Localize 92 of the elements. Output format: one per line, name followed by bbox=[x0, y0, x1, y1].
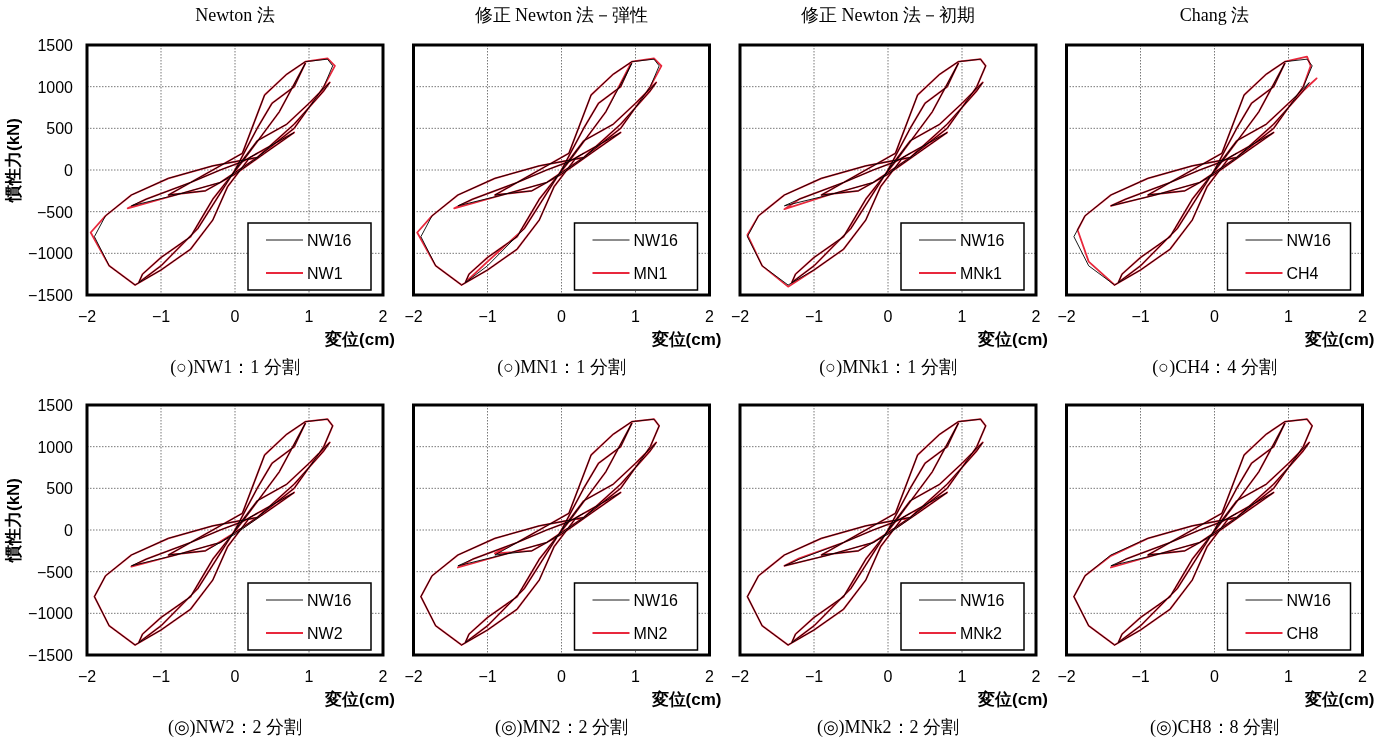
x-tick-label: −2 bbox=[77, 308, 97, 325]
y-tick-label: 0 bbox=[64, 522, 74, 539]
x-tick-label: −2 bbox=[404, 308, 423, 325]
text: (○)CH4：4 分割 bbox=[1152, 357, 1277, 378]
x-tick-label: 1 bbox=[631, 308, 641, 325]
legend-label: MNk1 bbox=[960, 265, 1002, 282]
x-axis-title: 変位(cm) bbox=[1303, 690, 1375, 709]
y-axis-title: 慣性力(kN) bbox=[4, 477, 23, 564]
x-tick-label: −2 bbox=[1057, 668, 1076, 685]
x-tick-label: 1 bbox=[957, 668, 967, 685]
y-tick-label: −500 bbox=[36, 203, 74, 221]
x-tick-label: 2 bbox=[1031, 668, 1041, 685]
x-tick-label: −1 bbox=[1131, 308, 1150, 325]
x-tick-label: −2 bbox=[404, 668, 423, 685]
x-tick-label: 2 bbox=[378, 308, 388, 325]
text: (◎)MNk2：2 分割 bbox=[816, 717, 960, 738]
x-axis-title: 変位(cm) bbox=[977, 690, 1048, 709]
text: (○)MNk1：1 分割 bbox=[819, 357, 957, 378]
y-tick-label: 1500 bbox=[37, 37, 74, 54]
y-axis-title: 慣性力(kN) bbox=[4, 117, 23, 204]
x-tick-label: −1 bbox=[151, 668, 171, 685]
x-axis-title: 変位(cm) bbox=[1303, 330, 1375, 349]
legend-label: NW16 bbox=[633, 232, 679, 249]
x-tick-label: 0 bbox=[883, 668, 893, 685]
x-tick-label: 0 bbox=[557, 308, 567, 325]
x-axis-title: 変位(cm) bbox=[324, 330, 395, 349]
x-tick-label: 1 bbox=[1284, 668, 1294, 685]
legend-label: NW2 bbox=[307, 625, 343, 642]
chart-title: 修正 Newton 法－弾性 bbox=[474, 5, 649, 25]
legend-label: MNk2 bbox=[960, 625, 1002, 642]
x-tick-label: 0 bbox=[557, 668, 567, 685]
legend-label: MN2 bbox=[633, 625, 668, 642]
y-tick-label: −1500 bbox=[28, 287, 74, 304]
chart-title: Newton 法 bbox=[195, 5, 275, 25]
legend-label: NW16 bbox=[307, 592, 352, 609]
y-tick-label: 500 bbox=[46, 480, 74, 498]
legend-label: NW16 bbox=[1286, 232, 1332, 249]
x-tick-label: −1 bbox=[1131, 668, 1150, 685]
x-tick-label: −1 bbox=[804, 308, 824, 325]
text: (◎)CH8：8 分割 bbox=[1149, 717, 1280, 738]
text: (◎)MN2：2 分割 bbox=[494, 717, 629, 738]
x-tick-label: 2 bbox=[705, 308, 715, 325]
chart-title: Chang 法 bbox=[1179, 5, 1250, 25]
x-tick-label: 2 bbox=[1358, 668, 1368, 685]
x-tick-label: −2 bbox=[730, 308, 750, 325]
x-tick-label: −1 bbox=[478, 668, 497, 685]
legend-label: CH8 bbox=[1286, 625, 1319, 642]
legend-label: NW16 bbox=[1286, 592, 1332, 609]
x-tick-label: −2 bbox=[1057, 308, 1076, 325]
x-tick-label: 1 bbox=[304, 668, 314, 685]
x-tick-label: −1 bbox=[804, 668, 824, 685]
x-tick-label: 0 bbox=[1210, 308, 1220, 325]
x-axis-title: 変位(cm) bbox=[650, 690, 722, 709]
x-tick-label: 2 bbox=[378, 668, 388, 685]
legend-label: NW16 bbox=[633, 592, 679, 609]
y-tick-label: −500 bbox=[36, 563, 74, 581]
x-axis-title: 変位(cm) bbox=[324, 690, 395, 709]
text: (◎)NW2：2 分割 bbox=[167, 717, 303, 738]
y-tick-label: 1000 bbox=[37, 78, 74, 96]
x-tick-label: −2 bbox=[77, 668, 97, 685]
legend-label: CH4 bbox=[1286, 265, 1319, 282]
legend-label: NW1 bbox=[307, 265, 343, 282]
x-tick-label: 1 bbox=[1284, 308, 1294, 325]
legend-label: MN1 bbox=[633, 265, 668, 282]
x-tick-label: 2 bbox=[705, 668, 715, 685]
x-tick-label: −2 bbox=[730, 668, 750, 685]
x-tick-label: −1 bbox=[151, 308, 171, 325]
x-tick-label: 0 bbox=[883, 308, 893, 325]
y-tick-label: −1000 bbox=[28, 605, 74, 623]
y-tick-label: 1000 bbox=[37, 438, 74, 456]
x-tick-label: −1 bbox=[478, 308, 497, 325]
legend-label: NW16 bbox=[960, 232, 1005, 249]
x-axis-title: 変位(cm) bbox=[650, 330, 722, 349]
x-tick-label: 0 bbox=[230, 308, 240, 325]
x-tick-label: 0 bbox=[1210, 668, 1220, 685]
text: (○)MN1：1 分割 bbox=[497, 357, 626, 378]
text: (○)NW1：1 分割 bbox=[170, 357, 300, 378]
y-tick-label: 500 bbox=[46, 120, 74, 138]
x-tick-label: 1 bbox=[631, 668, 641, 685]
y-tick-label: 1500 bbox=[37, 397, 74, 414]
x-axis-title: 変位(cm) bbox=[977, 330, 1048, 349]
x-tick-label: 2 bbox=[1031, 308, 1041, 325]
y-tick-label: 0 bbox=[64, 162, 74, 179]
x-tick-label: 0 bbox=[230, 668, 240, 685]
y-tick-label: −1500 bbox=[28, 647, 74, 664]
legend-label: NW16 bbox=[960, 592, 1005, 609]
legend-label: NW16 bbox=[307, 232, 352, 249]
y-tick-label: −1000 bbox=[28, 245, 74, 263]
x-tick-label: 2 bbox=[1358, 308, 1368, 325]
chart-title: 修正 Newton 法－初期 bbox=[801, 5, 975, 25]
x-tick-label: 1 bbox=[304, 308, 314, 325]
x-tick-label: 1 bbox=[957, 308, 967, 325]
